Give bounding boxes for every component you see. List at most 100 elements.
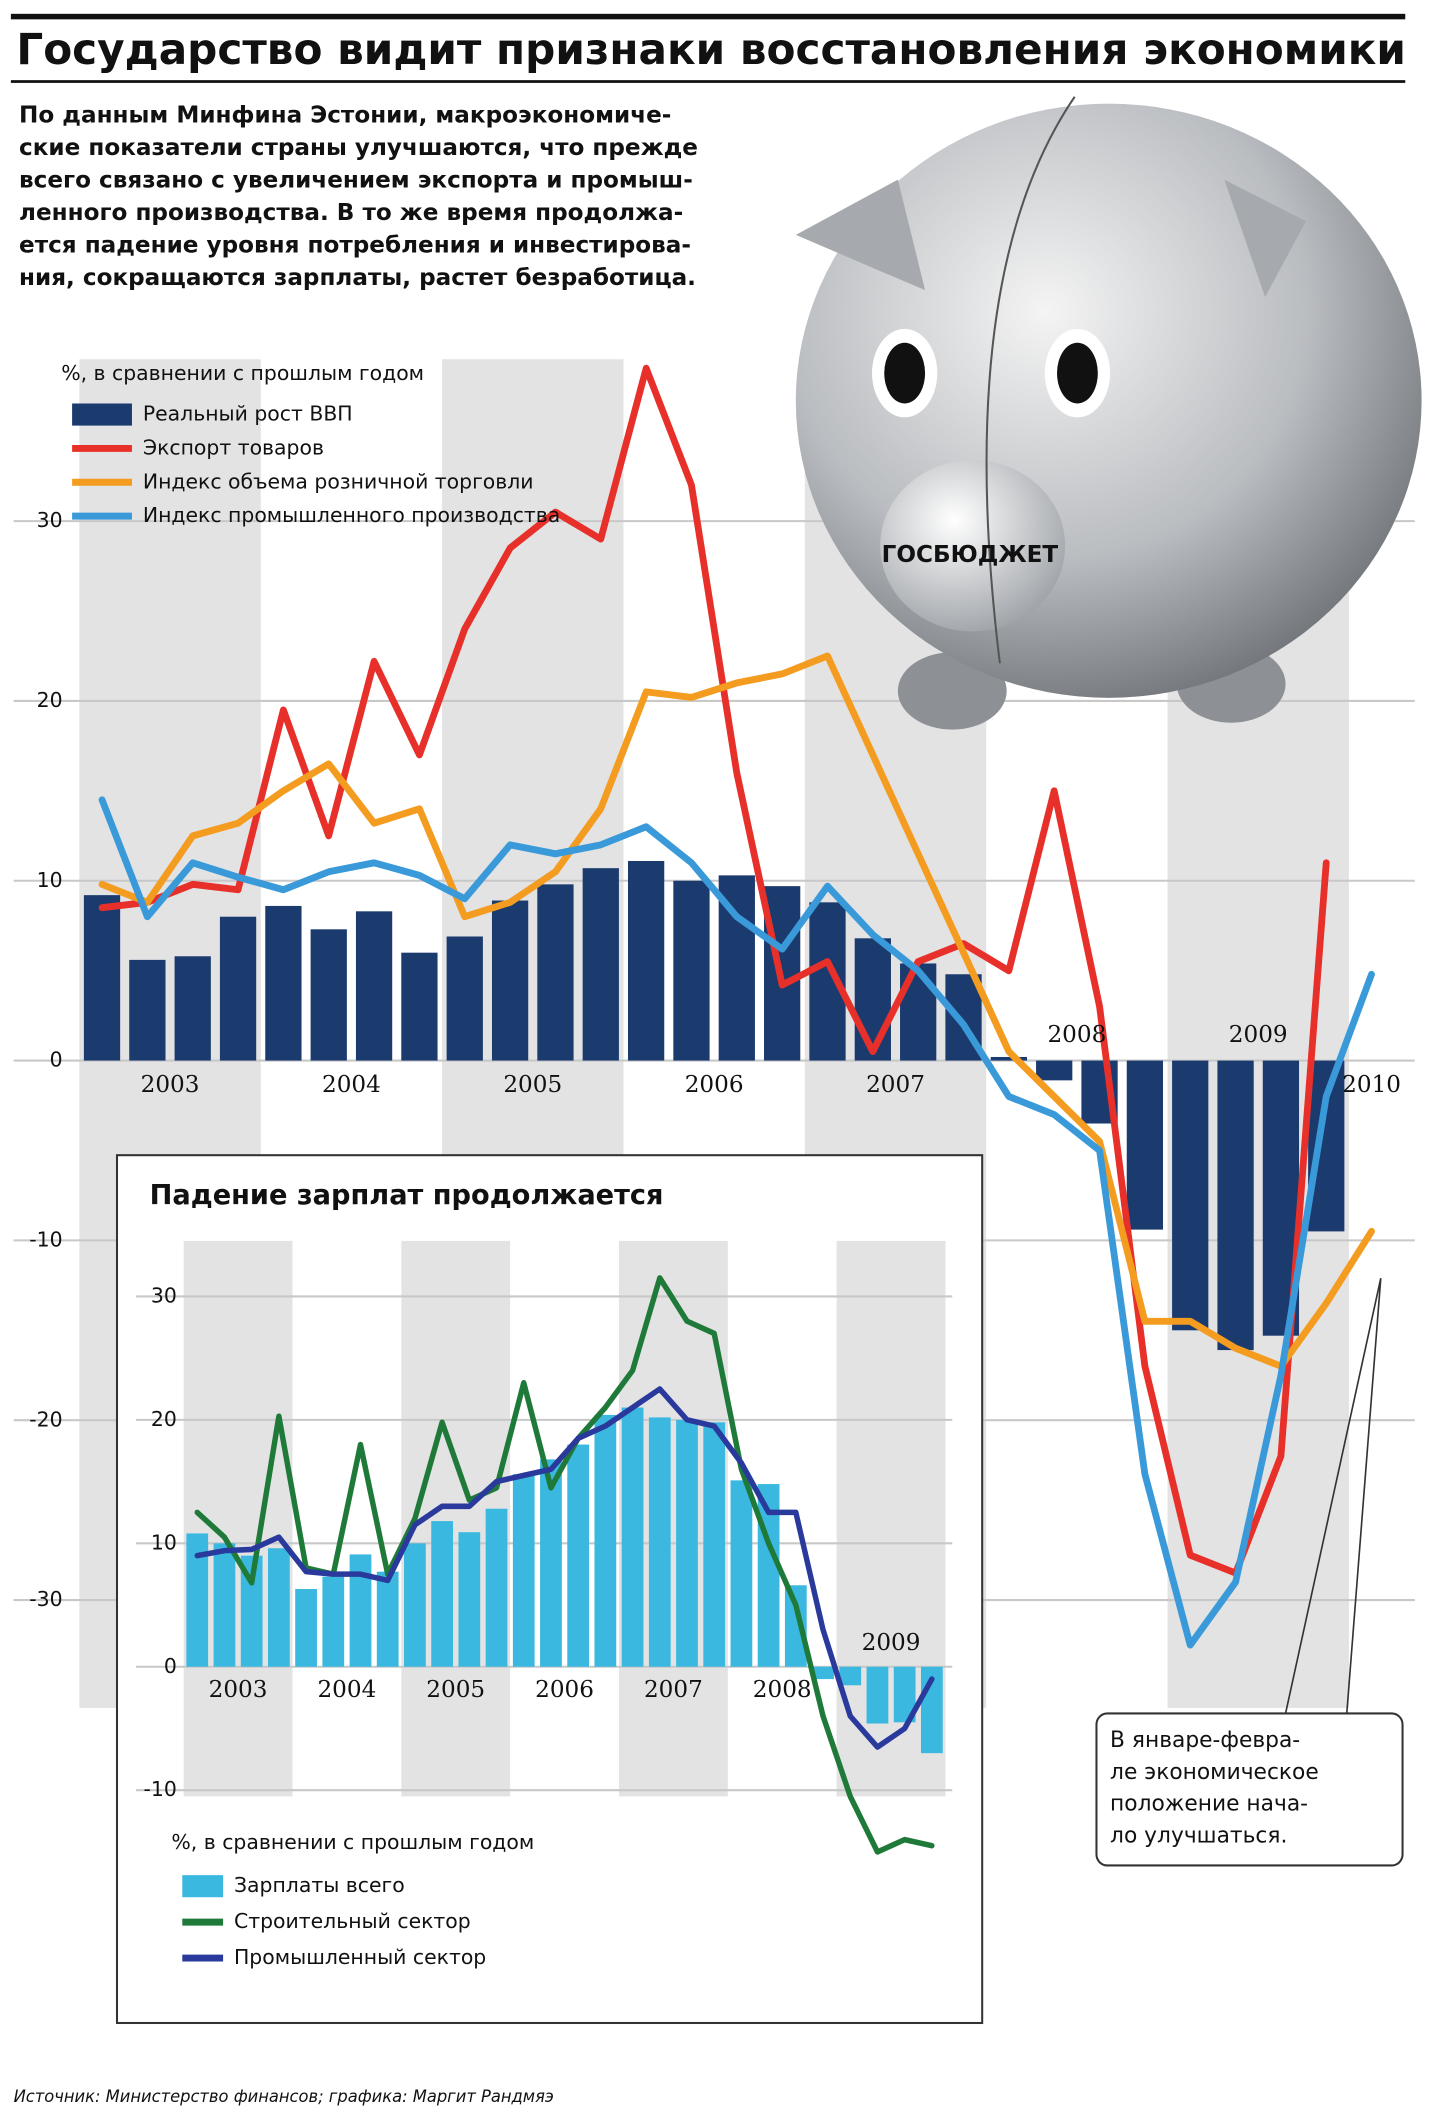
bar: [784, 1585, 807, 1667]
series-line: [194, 1386, 935, 1750]
x-tick-label: 2009: [862, 1629, 921, 1656]
x-tick-label: 2004: [322, 1071, 381, 1098]
bar: [491, 900, 529, 1061]
bar: [174, 956, 211, 1061]
note-pointer: [1284, 1278, 1382, 1714]
y-tick-label: -30: [29, 1587, 62, 1611]
x-tick-label: 2005: [503, 1071, 562, 1098]
bar: [839, 1666, 862, 1686]
x-tick-label: 2005: [426, 1676, 485, 1703]
bar: [240, 1555, 263, 1667]
legend-swatch: [182, 1875, 224, 1898]
inset-chart: Падение зарплат продолжается -10 0 10 20 30 20…: [115, 1154, 984, 2025]
bar: [567, 1444, 590, 1667]
bar: [537, 884, 574, 1061]
x-tick-label: 2009: [1229, 1021, 1288, 1048]
legend-swatch: [72, 403, 132, 426]
legend-label: Строительный сектор: [234, 1909, 471, 1933]
bar: [621, 1407, 644, 1667]
bar: [446, 936, 483, 1061]
x-tick-label: 2006: [535, 1676, 594, 1703]
bar: [431, 1521, 454, 1667]
bar: [730, 1480, 753, 1667]
y-tick-label: 30: [151, 1283, 177, 1307]
bar: [900, 963, 937, 1061]
pig-label: ГОСБЮДЖЕТ: [882, 541, 1059, 568]
unit-label: %, в сравнении с прошлым годом: [171, 1830, 534, 1854]
bar: [1172, 1060, 1209, 1331]
bar: [703, 1422, 726, 1667]
bar: [648, 1417, 671, 1667]
pig-eye: [884, 342, 926, 404]
bar: [512, 1474, 535, 1667]
bar: [265, 905, 302, 1061]
y-tick-label: 20: [151, 1407, 177, 1431]
top-rule: [10, 13, 1406, 20]
x-tick-label: 2007: [644, 1676, 703, 1703]
y-tick-label: 0: [164, 1654, 177, 1678]
bar: [376, 1571, 399, 1667]
bar: [1036, 1060, 1073, 1081]
bar: [129, 959, 166, 1061]
bar: [322, 1576, 345, 1667]
bar: [295, 1588, 317, 1667]
intro-line: ские показатели страны улучшаются, что п…: [19, 134, 698, 161]
title-rule: [10, 80, 1406, 83]
bar: [401, 952, 438, 1061]
note-line: ле экономическое: [1110, 1760, 1319, 1785]
pig-ear: [795, 179, 926, 291]
pig-leg: [897, 652, 1007, 730]
bar: [267, 1548, 290, 1667]
bar: [893, 1666, 916, 1723]
x-tick-label: 2006: [685, 1071, 744, 1098]
y-tick-label: 10: [151, 1530, 177, 1554]
bar: [355, 911, 393, 1061]
bar: [219, 916, 257, 1061]
y-tick-label: 20: [37, 688, 63, 712]
bar: [404, 1543, 426, 1667]
x-tick-label: 2008: [753, 1676, 812, 1703]
x-tick-label: 2007: [866, 1071, 925, 1098]
bar: [213, 1543, 236, 1667]
bar: [627, 860, 665, 1061]
series-line: [98, 364, 1330, 1577]
x-tick-label: 2003: [209, 1676, 268, 1703]
bar: [349, 1554, 372, 1667]
bar: [990, 1056, 1027, 1061]
x-tick-label: 2010: [1342, 1071, 1401, 1098]
year-band: [183, 1240, 293, 1797]
bar: [673, 880, 710, 1061]
bar: [1308, 1060, 1345, 1232]
bar: [485, 1508, 508, 1667]
pig-ear: [1224, 179, 1306, 298]
bar: [866, 1666, 889, 1724]
x-tick-label: 2008: [1047, 1021, 1106, 1048]
x-tick-label: 2004: [317, 1676, 376, 1703]
intro-line: По данным Минфина Эстонии, макроэкономич…: [19, 101, 671, 128]
y-tick-label: 10: [37, 868, 63, 892]
intro-line: всего связано с увеличением экспорта и п…: [19, 166, 693, 193]
intro-line: ния, сокращаются зарплаты, растет безраб…: [19, 264, 696, 291]
intro-line: ленного производства. В то же время прод…: [19, 199, 683, 226]
note-line: положение нача-: [1110, 1792, 1308, 1817]
bar: [1217, 1060, 1254, 1351]
y-tick-label: 0: [50, 1047, 63, 1071]
bar: [594, 1414, 617, 1667]
source: Источник: Министерство финансов; графика…: [14, 2087, 554, 2106]
y-tick-label: 30: [37, 508, 63, 532]
series-line: [98, 652, 1375, 1370]
title: Государство видит признаки восстановлени…: [16, 26, 1406, 75]
bar: [310, 929, 347, 1061]
bar: [458, 1532, 481, 1667]
legend-label: Зарплаты всего: [234, 1873, 405, 1897]
intro: По данным Минфина Эстонии, макроэкономич…: [19, 101, 698, 291]
legend-label: Промышленный сектор: [234, 1945, 486, 1969]
note: В январе-февра-ле экономическое положение…: [1095, 1278, 1404, 1867]
y-tick-label: -10: [29, 1227, 62, 1251]
bar: [1126, 1060, 1164, 1230]
bar: [582, 868, 619, 1061]
bar: [83, 895, 121, 1061]
pig-snout: [880, 460, 1066, 632]
bar: [676, 1419, 698, 1667]
